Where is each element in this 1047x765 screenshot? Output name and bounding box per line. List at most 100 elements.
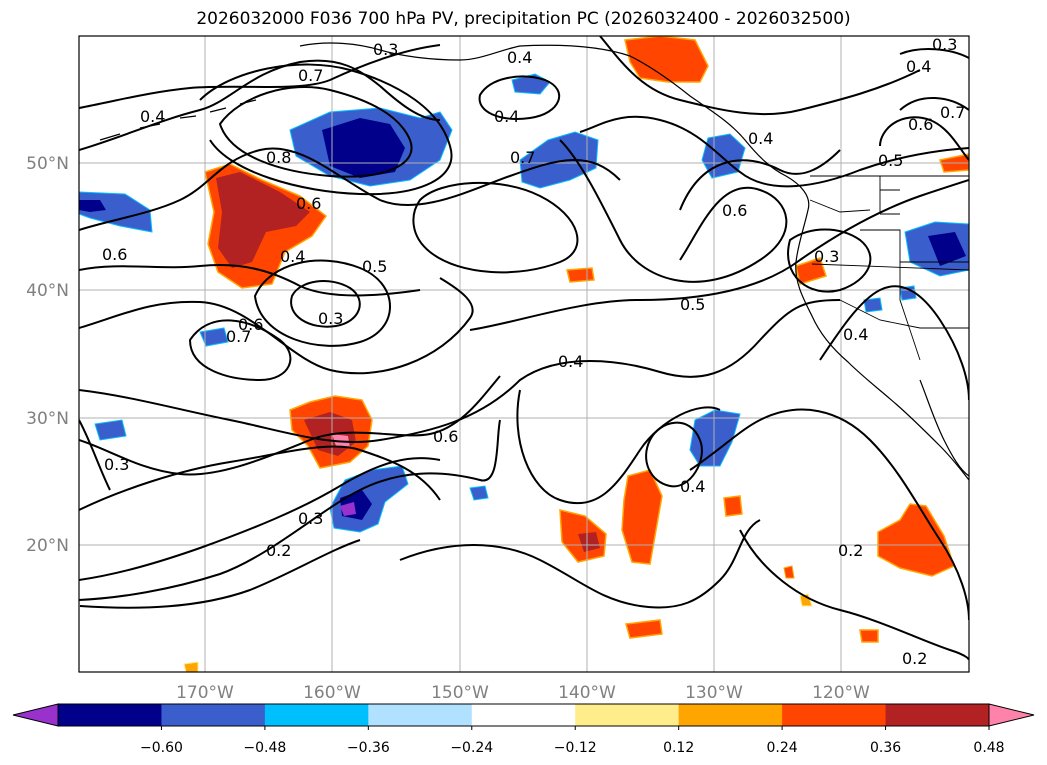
latitude-label: 20°N — [26, 536, 69, 556]
colorbar-tick-label: 0.48 — [973, 740, 1004, 756]
pv-contour — [253, 259, 391, 347]
border — [809, 199, 871, 213]
colorbar: −0.60 −0.48 −0.36 −0.24 −0.12 0.12 0.24 0.36 0.4… — [12, 703, 1035, 756]
pv-contour — [469, 179, 969, 331]
contour-label: 0.2 — [838, 541, 863, 560]
pv-contour — [679, 149, 841, 211]
contour-label: 0.3 — [298, 509, 323, 528]
colorbar-tick-label: −0.48 — [243, 740, 286, 756]
pv-contour — [819, 285, 969, 401]
colorbar-segment — [575, 704, 680, 726]
longitude-label: 120°W — [812, 683, 870, 703]
contour-label: 0.3 — [373, 40, 398, 59]
colorbar-extend-high — [988, 703, 1035, 727]
colorbar-segment — [885, 704, 990, 726]
contour-label: 0.3 — [104, 455, 129, 474]
pv-contour — [689, 408, 969, 621]
contour-label: 0.4 — [494, 107, 519, 126]
colorbar-tick-label: −0.36 — [347, 740, 390, 756]
contour-label: 0.4 — [843, 325, 868, 344]
precip-region — [928, 232, 966, 266]
contour-label: 0.7 — [298, 66, 323, 85]
colorbar-segment — [58, 704, 162, 726]
longitude-labels: 170°W 160°W 150°W 140°W 130°W 120°W — [176, 683, 870, 703]
border — [839, 299, 969, 329]
pv-contour — [199, 63, 453, 196]
latitude-label: 50°N — [26, 154, 69, 174]
contour-label: 0.4 — [906, 57, 931, 76]
aleutian-islands — [99, 99, 257, 141]
colorbar-tick-label: 0.36 — [870, 740, 901, 756]
plot-frame — [78, 35, 970, 673]
pv-contour — [218, 86, 413, 178]
pv-contour — [412, 181, 579, 274]
contour-label: 0.6 — [238, 315, 263, 334]
contour-label: 0.6 — [433, 427, 458, 446]
precip-region — [183, 661, 199, 672]
precip-region — [859, 629, 879, 643]
colorbar-frame — [57, 703, 990, 727]
gridlines — [79, 36, 969, 672]
precip-region — [863, 297, 883, 313]
pv-contours — [79, 36, 969, 661]
contour-label: 0.6 — [102, 245, 127, 264]
pv-contour — [290, 280, 361, 328]
contour-label: 0.2 — [902, 649, 927, 668]
precip-region — [625, 619, 663, 639]
colorbar-segment — [161, 704, 266, 726]
precip-region — [94, 419, 127, 441]
pv-contour — [579, 115, 969, 188]
colorbar-segment — [471, 704, 576, 726]
pv-contour — [79, 44, 441, 109]
precip-region — [216, 172, 310, 268]
contour-label: 0.4 — [140, 107, 165, 126]
contour-label: 0.5 — [680, 295, 705, 314]
latitude-label: 30°N — [26, 409, 69, 429]
contour-label: 0.5 — [362, 257, 387, 276]
contour-label: 0.6 — [722, 201, 747, 220]
longitude-label: 130°W — [685, 683, 743, 703]
contour-label: 0.4 — [507, 48, 532, 67]
precip-region — [199, 327, 229, 347]
precip-region — [519, 131, 599, 189]
border — [860, 229, 969, 263]
precip-region — [783, 565, 795, 579]
colorbar-segment — [782, 704, 887, 726]
pv-contour — [559, 139, 788, 283]
pv-contour — [79, 419, 501, 601]
contour-label: 0.7 — [510, 148, 535, 167]
precip-region — [723, 495, 743, 517]
contour-label: 0.4 — [680, 477, 705, 496]
colorbar-segment — [264, 704, 369, 726]
contour-labels: 0.3 0.4 0.7 0.4 0.4 0.8 0.6 0.7 0.6 0.4 … — [102, 35, 965, 668]
pv-contour — [79, 277, 474, 375]
alaska-coast — [299, 42, 969, 481]
contour-label: 0.3 — [814, 247, 839, 266]
colorbar-tick-label: −0.24 — [450, 740, 493, 756]
coastlines — [99, 42, 969, 481]
contour-label: 0.4 — [280, 247, 305, 266]
contour-label: 0.2 — [266, 541, 291, 560]
contour-label: 0.6 — [908, 115, 933, 134]
contour-label: 0.7 — [226, 327, 251, 346]
pv-contour — [645, 421, 703, 488]
pv-contour — [599, 36, 921, 116]
pv-contour — [79, 299, 841, 443]
colorbar-segment — [368, 704, 473, 726]
longitude-label: 150°W — [431, 683, 489, 703]
pv-contour — [79, 539, 361, 609]
contour-label: 0.3 — [932, 35, 957, 54]
border — [899, 262, 921, 361]
precip-region — [799, 593, 813, 607]
longitude-label: 160°W — [303, 683, 361, 703]
precip-region — [578, 532, 600, 552]
latitude-label: 40°N — [26, 281, 69, 301]
border — [811, 263, 969, 271]
precip-region — [79, 200, 106, 212]
pv-contour — [478, 75, 561, 120]
pv-contour — [399, 519, 761, 609]
precip-region — [340, 502, 356, 516]
pv-contour — [79, 419, 111, 491]
border — [879, 176, 900, 212]
